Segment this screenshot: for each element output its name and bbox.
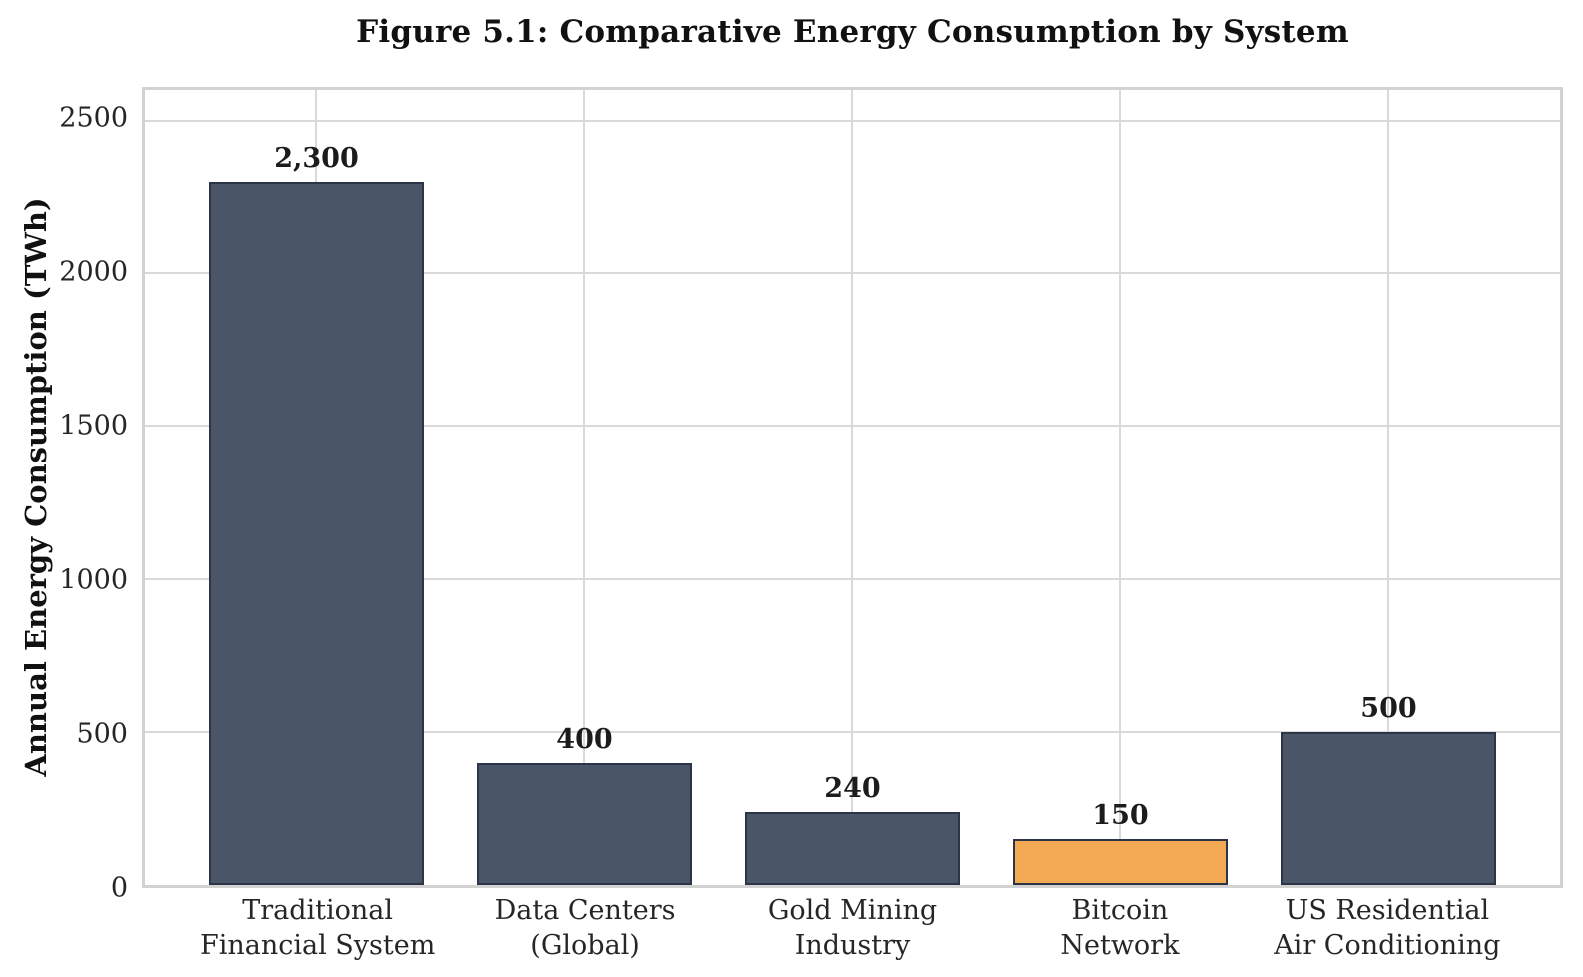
bar-value-label-gold-mining-industry: 240 [824,772,881,804]
bar-value-label-data-centers-global: 400 [556,723,613,755]
y-tick-label-1000: 1000 [59,564,128,596]
bar-value-label-bitcoin-network: 150 [1092,800,1149,832]
plot-area: 2,300 400 240 150 500 [142,87,1563,888]
bar-us-residential-air-conditioning [1281,732,1496,885]
x-tick-label-line: Gold Mining [767,895,938,926]
x-tick-label-traditional-financial-system: Traditional Financial System [184,893,451,963]
x-tick-label-line: Air Conditioning [1274,930,1501,961]
bars-layer: 2,300 400 240 150 500 [145,90,1560,885]
x-tick-label-bitcoin-network: Bitcoin Network [986,893,1253,963]
x-tick-label-line: (Global) [530,930,640,961]
x-tick-label-line: US Residential [1285,895,1490,926]
category-slot-data-centers-global: 400 [450,90,718,885]
y-tick-label-0: 0 [110,872,128,904]
bar-bitcoin-network [1013,839,1228,885]
x-tick-label-line: Network [1060,930,1180,961]
chart-title: Figure 5.1: Comparative Energy Consumpti… [356,14,1349,50]
bar-value-label-us-residential-air-conditioning: 500 [1360,693,1417,725]
bar-data-centers-global [477,762,692,885]
category-slot-gold-mining-industry: 240 [718,90,986,885]
x-tick-label-line: Traditional [242,895,394,926]
gridline-vertical-us-residential-air-conditioning [1387,90,1390,885]
y-tick-label-1500: 1500 [59,410,128,442]
y-tick-label-2500: 2500 [59,102,128,134]
bar-traditional-financial-system [209,181,424,885]
bar-gold-mining-industry [745,811,960,885]
gridline-vertical-gold-mining-industry [851,90,854,885]
x-tick-label-line: Bitcoin [1071,895,1169,926]
x-tick-label-line: Data Centers [494,895,676,926]
y-axis-tick-labels: 0 500 1000 1500 2000 2500 [0,87,128,901]
category-slot-bitcoin-network: 150 [986,90,1254,885]
x-tick-label-line: Industry [794,930,911,961]
x-tick-label-line: Financial System [199,930,436,961]
y-tick-label-2000: 2000 [59,256,128,288]
x-tick-label-gold-mining-industry: Gold Mining Industry [719,893,986,963]
x-tick-label-data-centers-global: Data Centers (Global) [451,893,718,963]
gridline-vertical-data-centers-global [583,90,586,885]
category-slot-us-residential-air-conditioning: 500 [1254,90,1522,885]
y-tick-label-500: 500 [76,718,128,750]
category-slot-traditional-financial-system: 2,300 [182,90,450,885]
gridline-vertical-bitcoin-network [1119,90,1122,885]
bar-value-label-traditional-financial-system: 2,300 [274,142,359,174]
x-axis-tick-labels: Traditional Financial System Data Centers (… [142,893,1563,963]
x-tick-label-us-residential-air-conditioning: US Residential Air Conditioning [1254,893,1521,963]
